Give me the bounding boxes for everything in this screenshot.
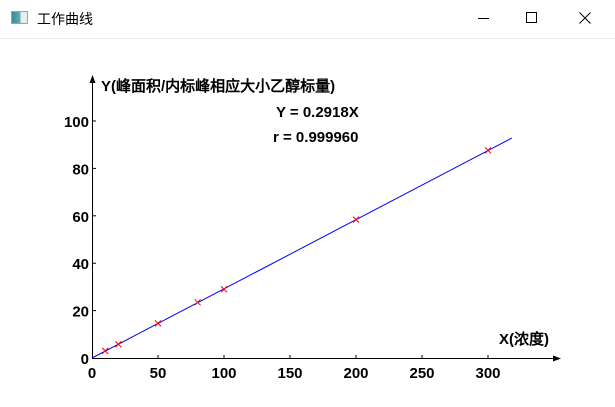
title-bar: 工作曲线 <box>0 0 615 39</box>
x-tick-label: 250 <box>409 365 434 382</box>
data-point <box>194 298 201 306</box>
y-tick-label: 20 <box>72 304 89 321</box>
maximize-button[interactable] <box>509 0 555 36</box>
y-tick-label: 100 <box>64 114 89 131</box>
minimize-icon <box>478 18 489 19</box>
data-point <box>115 340 122 348</box>
y-tick-label: 0 <box>81 351 89 368</box>
x-axis-label: X(浓度) <box>499 330 549 348</box>
y-tick-label: 40 <box>72 256 89 273</box>
x-axis-arrow-icon <box>553 355 561 362</box>
data-point <box>220 285 228 293</box>
correlation-coefficient: r = 0.999960 <box>273 129 359 146</box>
window-title: 工作曲线 <box>37 12 93 28</box>
x-tick-label: 0 <box>88 365 96 382</box>
x-tick-label: 150 <box>277 365 302 382</box>
minimize-button[interactable] <box>461 0 507 36</box>
calibration-chart: 0 50 100 150 200 250 300 0 20 40 60 80 100 Y(峰面积/内标… <box>64 75 561 382</box>
close-button[interactable] <box>562 0 608 36</box>
app-window-icon <box>11 11 28 24</box>
y-tick-label: 80 <box>72 161 89 178</box>
y-ticks: 0 20 40 60 80 100 <box>64 114 96 368</box>
x-tick-label: 100 <box>211 365 236 382</box>
close-icon <box>579 12 591 24</box>
maximize-icon <box>526 12 537 23</box>
x-tick-label: 50 <box>150 365 167 382</box>
x-tick-label: 200 <box>343 365 368 382</box>
data-point <box>352 216 360 223</box>
regression-equation: Y = 0.2918X <box>276 104 359 121</box>
x-ticks: 0 50 100 150 200 250 300 <box>88 355 501 382</box>
y-tick-label: 60 <box>72 209 89 226</box>
y-axis-arrow-icon <box>89 75 96 83</box>
data-point-markers <box>101 147 492 355</box>
data-point <box>484 147 492 154</box>
x-tick-label: 300 <box>475 365 500 382</box>
regression-line <box>91 137 512 359</box>
data-point <box>101 347 109 355</box>
y-axis-label: Y(峰面积/内标峰相应大小乙醇标量) <box>101 77 335 95</box>
data-point <box>154 320 162 327</box>
